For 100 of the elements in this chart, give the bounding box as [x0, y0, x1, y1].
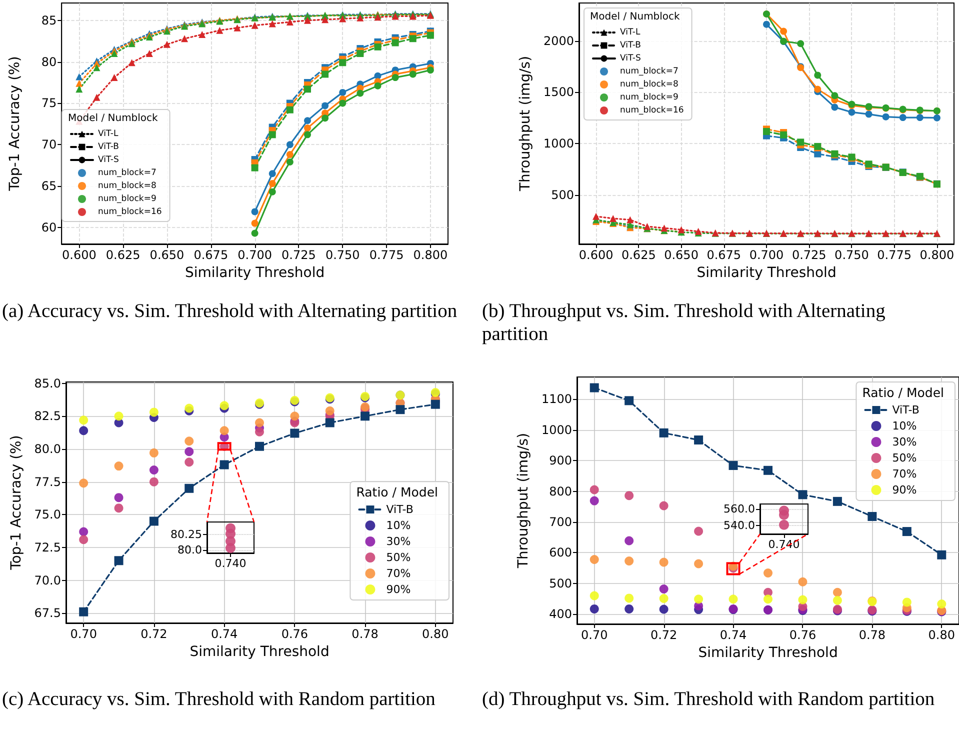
text: (b) Throughput vs. Sim. Threshold with Alternating partition [482, 301, 890, 345]
legend-label: 50% [892, 452, 917, 464]
x-tick-label: 0.78 [352, 627, 378, 641]
legend-label: num_block=16 [620, 106, 684, 116]
y-tick-label: 800 [549, 484, 572, 498]
y-tick-label: 1500 [543, 85, 574, 100]
legend-label: num_block=8 [98, 181, 156, 191]
x-tick-label: 0.800 [413, 248, 448, 262]
y-tick-label: 80.0 [178, 543, 202, 556]
y-tick-label: 70 [41, 138, 57, 152]
y-tick-label: 80.25 [170, 528, 202, 541]
text: (d) Throughput vs. Sim. Threshold with Random partition [482, 689, 935, 710]
x-tick-label: 0.775 [877, 248, 912, 262]
x-tick-label: 0.650 [664, 248, 698, 262]
legend-title: Model / Numblock [590, 12, 680, 22]
legend-title: Ratio / Model [356, 484, 438, 500]
x-tick-label: 0.700 [749, 248, 784, 262]
y-tick-label: 1100 [541, 392, 572, 406]
x-tick-label: 0.70 [581, 628, 608, 642]
x-tick-label: 0.650 [150, 248, 184, 262]
legend-title: Model / Numblock [68, 113, 158, 124]
y-tick-label: 70.0 [34, 573, 61, 588]
y-axis-title: Top-1 Accuracy (%) [8, 435, 24, 571]
x-tick-label: 0.72 [140, 627, 168, 641]
y-tick-label: 700 [549, 515, 572, 530]
x-tick-label: 0.600 [62, 248, 96, 262]
legend-label: 10% [386, 519, 411, 532]
y-tick-label: 67.5 [34, 606, 61, 620]
y-tick-label: 900 [549, 454, 572, 468]
legend-label: num_block=7 [98, 168, 156, 178]
y-tick-label: 80 [41, 54, 57, 69]
legend-label: num_block=8 [620, 80, 678, 90]
x-tick-label: 0.675 [194, 248, 228, 262]
y-tick-label: 80.0 [34, 442, 61, 456]
x-tick-label: 0.80 [928, 628, 955, 642]
y-tick-label: 60 [41, 220, 57, 234]
x-tick-label: 0.76 [789, 628, 816, 642]
legend-label: num_block=7 [620, 66, 678, 76]
x-axis-title: Similarity Threshold [184, 265, 325, 281]
y-tick-label: 560.0 [724, 502, 755, 516]
x-tick-label: 0.72 [650, 628, 678, 642]
legend-label: 10% [892, 420, 917, 432]
y-tick-label: 500 [551, 188, 574, 202]
legend-label: 30% [892, 436, 917, 448]
x-tick-label: 0.78 [858, 628, 886, 642]
x-tick-label: 0.74 [720, 628, 747, 642]
x-tick-label: 0.725 [282, 248, 316, 262]
y-tick-label: 85 [41, 13, 57, 28]
legend-title: Ratio / Model [862, 385, 944, 400]
x-tick-label: 0.625 [106, 248, 140, 262]
legend-label: 90% [892, 484, 917, 496]
y-tick-label: 75 [41, 96, 57, 110]
x-tick-label: 0.675 [706, 248, 742, 262]
legend-label: num_block=9 [620, 92, 678, 102]
x-tick-label: 0.80 [422, 627, 449, 641]
x-tick-label: 0.775 [369, 248, 404, 262]
x-tick-label: 0.750 [325, 248, 360, 262]
x-tick-label: 0.800 [920, 248, 954, 262]
y-tick-label: 75.0 [34, 508, 61, 522]
legend-label: num_block=16 [98, 207, 162, 217]
legend-label: ViT-B [892, 404, 920, 416]
x-axis-title: Similarity Threshold [190, 644, 330, 660]
x-tick-label: 0.740 [214, 557, 246, 570]
legend-label: 70% [386, 567, 411, 580]
y-tick-label: 72.5 [34, 540, 61, 554]
y-tick-label: 500 [549, 576, 572, 590]
x-tick-label: 0.76 [281, 627, 308, 641]
legend-label: ViT-B [386, 503, 414, 516]
y-axis-title: Top-1 Accuracy (%) [7, 56, 23, 192]
y-tick-label: 2000 [543, 34, 574, 48]
y-tick-label: 65 [41, 179, 57, 194]
y-tick-label: 85.0 [34, 376, 61, 390]
legend-label: 30% [386, 535, 411, 548]
x-tick-label: 0.750 [834, 248, 869, 262]
y-tick-label: 540.0 [724, 519, 755, 532]
y-tick-label: 400 [549, 607, 572, 622]
y-axis-title: Throughput (img/s) [518, 56, 534, 192]
y-tick-label: 82.5 [34, 409, 61, 424]
legend-label: num_block=9 [98, 194, 156, 204]
legend-label: ViT-B [98, 142, 120, 152]
legend-label: ViT-L [620, 28, 640, 38]
x-axis-title: Similarity Threshold [696, 265, 836, 281]
legend-label: ViT-L [98, 129, 118, 139]
x-tick-label: 0.625 [621, 248, 656, 262]
x-tick-label: 0.70 [70, 627, 97, 641]
y-axis-title: Throughput (img/s) [516, 432, 532, 570]
x-tick-label: 0.600 [578, 248, 614, 262]
legend-label: ViT-B [620, 40, 642, 50]
x-axis-title: Similarity Threshold [698, 645, 838, 661]
legend-label: 70% [892, 468, 917, 480]
legend-label: 50% [386, 551, 411, 564]
legend-label: 90% [386, 583, 411, 596]
x-tick-label: 0.700 [238, 248, 272, 262]
legend-label: ViT-S [620, 54, 641, 64]
y-tick-label: 77.5 [34, 474, 61, 489]
x-tick-label: 0.74 [210, 627, 238, 641]
legend-label: ViT-S [98, 155, 119, 165]
x-tick-label: 0.725 [792, 248, 826, 262]
x-tick-label: 0.740 [768, 538, 800, 551]
y-tick-label: 1000 [543, 136, 574, 150]
